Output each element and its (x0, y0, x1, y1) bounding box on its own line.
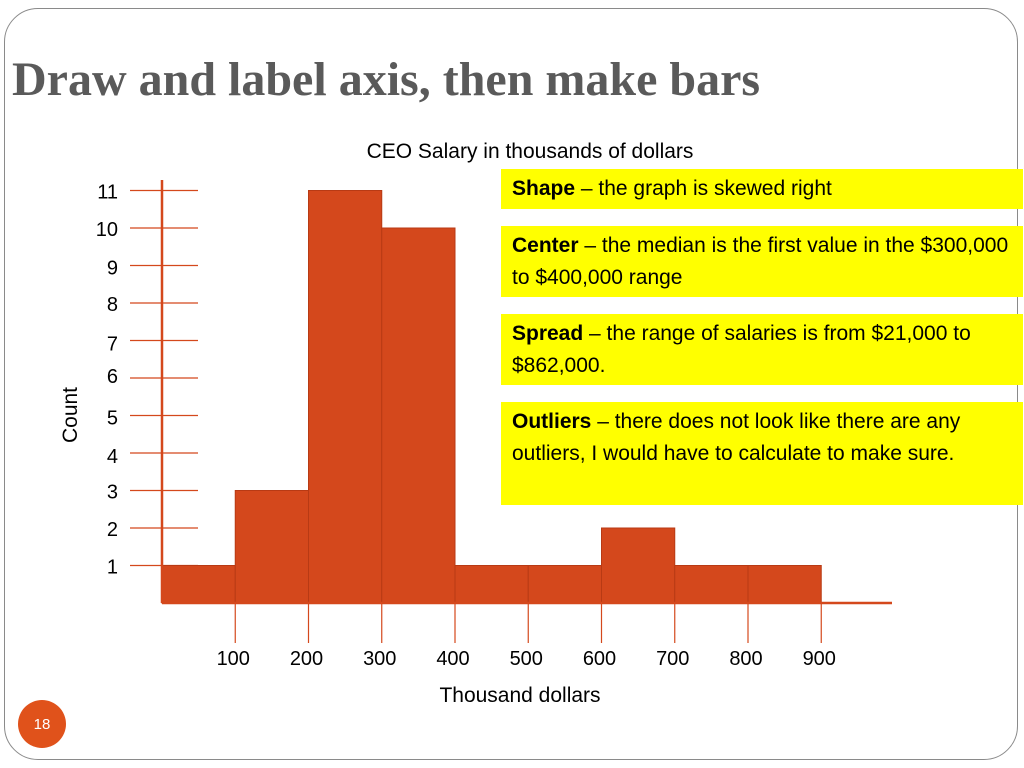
callout-term: Shape (512, 177, 576, 200)
x-tick-label: 500 (510, 648, 543, 670)
x-tick-label: 200 (290, 648, 323, 670)
callout-text: – the range of salaries is from $21,000 … (512, 322, 971, 377)
histogram-bar (527, 565, 602, 604)
callout-center: Center – the median is the first value i… (501, 226, 1023, 297)
callout-outliers: Outliers – there does not look like ther… (501, 402, 1023, 505)
histogram-bar (308, 190, 383, 604)
histogram-bar (161, 565, 236, 604)
y-tick-label: 7 (107, 334, 118, 356)
x-tick-label: 800 (729, 648, 762, 670)
x-tick-label: 400 (436, 648, 469, 670)
x-tick-label: 900 (803, 648, 836, 670)
page-number: 18 (33, 715, 51, 733)
slide-title: Draw and label axis, then make bars (12, 53, 761, 106)
callout-term: Outliers (512, 410, 592, 433)
histogram-bar (381, 227, 456, 604)
x-tick-label: 300 (363, 648, 396, 670)
histogram-bar (454, 565, 529, 604)
callout-term: Spread (512, 322, 584, 345)
y-tick-label: 9 (107, 258, 118, 280)
y-axis-label: Count (59, 387, 82, 443)
x-axis-label: Thousand dollars (439, 684, 600, 707)
y-tick-label: 3 (107, 482, 118, 504)
y-tick-label: 5 (107, 408, 118, 430)
x-tick-label: 600 (583, 648, 616, 670)
histogram-bar (747, 565, 822, 604)
y-tick-label: 4 (107, 446, 118, 468)
x-tick-label: 700 (656, 648, 689, 670)
histogram-bar (601, 527, 676, 604)
callout-text: – the graph is skewed right (575, 177, 832, 200)
y-tick-label: 6 (107, 366, 118, 388)
callout-text: – there does not look like there are any… (512, 410, 961, 465)
histogram-bar (234, 490, 309, 604)
y-tick-label: 2 (107, 519, 118, 541)
callout-shape: Shape – the graph is skewed right (501, 169, 1023, 209)
y-tick-label: 8 (107, 294, 118, 316)
x-tick-label: 100 (217, 648, 250, 670)
y-tick-label: 10 (96, 219, 118, 241)
callout-spread: Spread – the range of salaries is from $… (501, 314, 1023, 385)
y-tick-label: 1 (107, 557, 118, 579)
histogram-bar (674, 565, 749, 604)
y-tick-label: 11 (97, 182, 118, 204)
callout-term: Center (512, 234, 579, 257)
page-number-badge: 18 (18, 700, 66, 748)
chart-title: CEO Salary in thousands of dollars (367, 140, 694, 163)
callout-text: – the median is the first value in the $… (512, 234, 1009, 289)
